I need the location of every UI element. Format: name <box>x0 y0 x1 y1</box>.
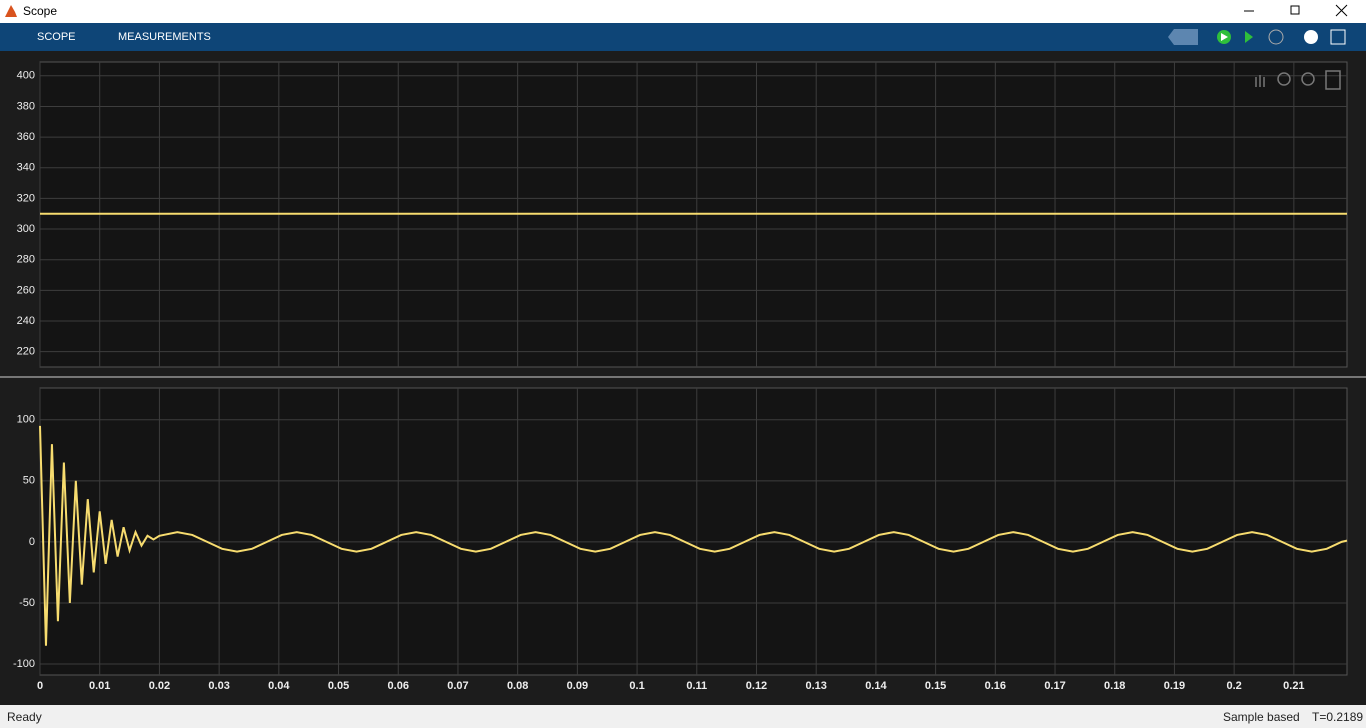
zoom-in-tool[interactable] <box>1277 72 1291 86</box>
y-tick-label: 100 <box>17 414 35 426</box>
y-tick-label: 50 <box>23 475 35 487</box>
y-tick-label: 0 <box>29 536 35 548</box>
x-tick-label: 0.14 <box>865 680 887 692</box>
y-tick-label: 320 <box>17 192 35 204</box>
status-bar: Ready Sample based T=0.2189 <box>0 705 1366 728</box>
tab[interactable]: MEASUREMENTS <box>118 31 211 43</box>
y-tick-label: 300 <box>17 223 35 235</box>
y-tick-label: 260 <box>17 284 35 296</box>
step-button[interactable] <box>1245 31 1253 43</box>
x-tick-label: 0.17 <box>1044 680 1065 692</box>
y-tick-label: 340 <box>17 162 35 174</box>
x-tick-label: 0.12 <box>746 680 767 692</box>
toolbar-tab <box>1168 29 1198 45</box>
signal-line <box>39 425 1348 646</box>
x-tick-label: 0.04 <box>268 680 290 692</box>
y-tick-label: 280 <box>17 254 35 266</box>
axes-background <box>39 387 1348 676</box>
sample-mode: Sample based <box>1223 710 1300 724</box>
x-tick-label: 0.01 <box>89 680 110 692</box>
x-tick-label: 0.09 <box>567 680 588 692</box>
zoom-out-tool[interactable] <box>1301 72 1315 86</box>
toolstrip: SCOPE MEASUREMENTS <box>0 23 1366 51</box>
window-title: Scope <box>23 4 57 18</box>
title-bar: Scope <box>0 0 1366 23</box>
x-tick-label: 0.11 <box>686 680 707 692</box>
x-tick-label: 0.19 <box>1164 680 1185 692</box>
x-tick-label: 0.03 <box>208 680 229 692</box>
x-tick-label: 0.18 <box>1104 680 1125 692</box>
y-tick-label: 400 <box>17 70 35 82</box>
pan-tool[interactable] <box>1255 75 1265 87</box>
restore-button[interactable] <box>1290 5 1300 15</box>
x-tick-label: 0.1 <box>629 680 644 692</box>
x-tick-label: 0.21 <box>1283 680 1304 692</box>
x-tick-label: 0.07 <box>447 680 468 692</box>
scope-plots: 220 240 260 280 300 320 340 360 380 400 -100 -50 0 50… <box>0 61 1366 692</box>
x-tick-label: 0.16 <box>985 680 1006 692</box>
x-tick-label: 0.2 <box>1227 680 1242 692</box>
y-tick-label: 360 <box>17 131 35 143</box>
x-tick-label: 0.02 <box>149 680 170 692</box>
help-button[interactable] <box>1304 30 1318 44</box>
sim-time: T=0.2189 <box>1312 710 1364 724</box>
tab[interactable]: SCOPE <box>37 31 76 43</box>
app-icon <box>5 5 17 17</box>
y-tick-label: 380 <box>17 100 35 112</box>
plot-tools <box>1255 70 1341 90</box>
close-button[interactable] <box>1335 4 1348 17</box>
x-tick-label: 0.06 <box>388 680 409 692</box>
undock-button[interactable] <box>1330 29 1346 45</box>
y-tick-label: -100 <box>13 658 35 670</box>
y-tick-label: 240 <box>17 315 35 327</box>
x-tick-label: 0.08 <box>507 680 528 692</box>
x-tick-label: 0 <box>37 680 43 692</box>
y-tick-label: -50 <box>19 597 35 609</box>
y-tick-label: 220 <box>17 346 35 358</box>
title-bar-graphics: Scope <box>5 4 1348 18</box>
stop-button[interactable] <box>1268 29 1284 45</box>
toolbar-icons <box>1168 29 1346 45</box>
run-icon <box>1221 33 1228 41</box>
status-text: Ready <box>7 710 42 724</box>
x-tick-label: 0.05 <box>328 680 349 692</box>
x-tick-label: 0.13 <box>805 680 826 692</box>
scale-tool[interactable] <box>1325 70 1341 90</box>
x-tick-label: 0.15 <box>925 680 946 692</box>
